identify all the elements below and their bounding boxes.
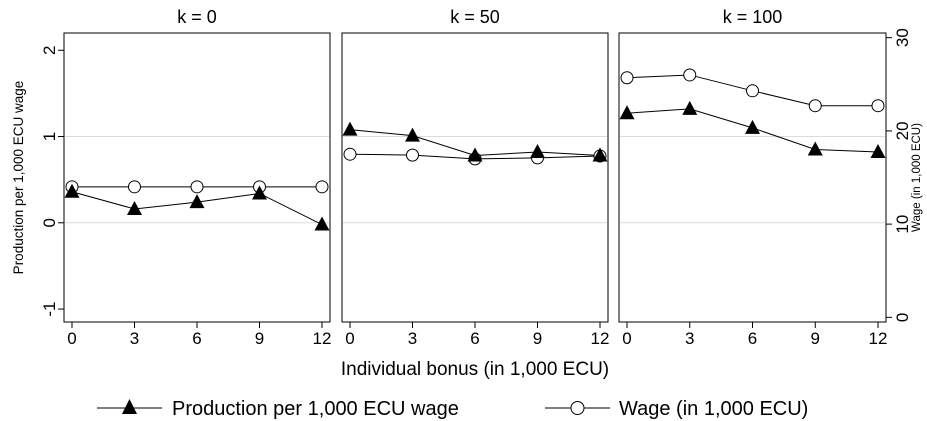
production-point [405, 127, 420, 142]
y-tick-label: 0 [40, 218, 59, 227]
wage-point [683, 68, 697, 82]
y2-axis-label: Wage (in 1,000 ECU) [911, 123, 923, 232]
panel-title: k = 50 [450, 7, 500, 27]
panel-frame [341, 32, 609, 323]
y2-tick-label: 0 [893, 313, 912, 322]
panel-3: k = 100 0 3 6 9 12 [618, 7, 888, 348]
wage-point [343, 147, 357, 161]
y2-tick-label: 10 [893, 215, 912, 234]
x-tick-label: 9 [533, 329, 542, 348]
panel-1: k = 0 0 3 6 9 12 [63, 7, 332, 348]
x-axis-label: Individual bonus (in 1,000 ECU) [341, 359, 609, 380]
wage-point [190, 180, 204, 194]
x-tick-label: 12 [869, 329, 888, 348]
x-tick-label: 12 [591, 329, 610, 348]
wage-point [315, 180, 329, 194]
production-point [314, 216, 330, 231]
production-point [745, 119, 760, 134]
production-point [467, 147, 483, 162]
wage-point [871, 99, 885, 113]
panel-2: k = 50 0 3 6 9 12 [341, 7, 610, 348]
x-tick-label: 3 [685, 329, 694, 348]
legend: Production per 1,000 ECU wage Wage (in 1… [97, 398, 808, 420]
y-tick-label: 1 [40, 132, 59, 141]
x-tick-label: 0 [345, 329, 354, 348]
wage-point [406, 148, 419, 162]
wage-point [620, 71, 634, 85]
production-point [619, 105, 635, 120]
y2-tick-label: 30 [893, 28, 912, 47]
x-tick-label: 3 [408, 329, 417, 348]
legend-wage-marker [570, 401, 585, 415]
production-point [592, 147, 608, 162]
x-tick-label: 6 [192, 329, 201, 348]
production-point [127, 200, 142, 215]
wage-point [746, 84, 759, 98]
legend-production-marker [122, 399, 137, 414]
wage-point [808, 99, 822, 113]
x-tick-label: 9 [811, 329, 820, 348]
x-tick-label: 0 [622, 329, 631, 348]
y-tick-label: -1 [40, 301, 59, 316]
production-point [342, 121, 358, 136]
y-axis: -1 0 1 2 [40, 46, 64, 317]
x-tick-label: 6 [748, 329, 757, 348]
y2-tick-label: 20 [893, 121, 912, 140]
x-tick-label: 0 [67, 329, 76, 348]
legend-wage-label: Wage (in 1,000 ECU) [619, 398, 808, 420]
x-tick-label: 3 [130, 329, 139, 348]
x-tick-label: 6 [470, 329, 479, 348]
production-point [530, 144, 545, 159]
wage-point [128, 180, 141, 194]
production-point [682, 100, 698, 115]
production-point [252, 185, 267, 200]
x-tick-label: 9 [255, 329, 264, 348]
panel-title: k = 100 [723, 7, 783, 27]
legend-production-label: Production per 1,000 ECU wage [172, 398, 459, 420]
production-point [64, 183, 80, 198]
y2-axis: 0 10 20 30 [886, 28, 912, 322]
y-axis-label: Production per 1,000 ECU wage [11, 81, 26, 275]
panel-title: k = 0 [177, 7, 217, 27]
panel-frame [618, 32, 887, 323]
production-point [189, 194, 205, 209]
x-tick-label: 12 [313, 329, 332, 348]
production-point [807, 141, 823, 156]
y-tick-label: 2 [40, 46, 59, 55]
production-point [870, 144, 886, 159]
panel-frame [63, 32, 331, 323]
